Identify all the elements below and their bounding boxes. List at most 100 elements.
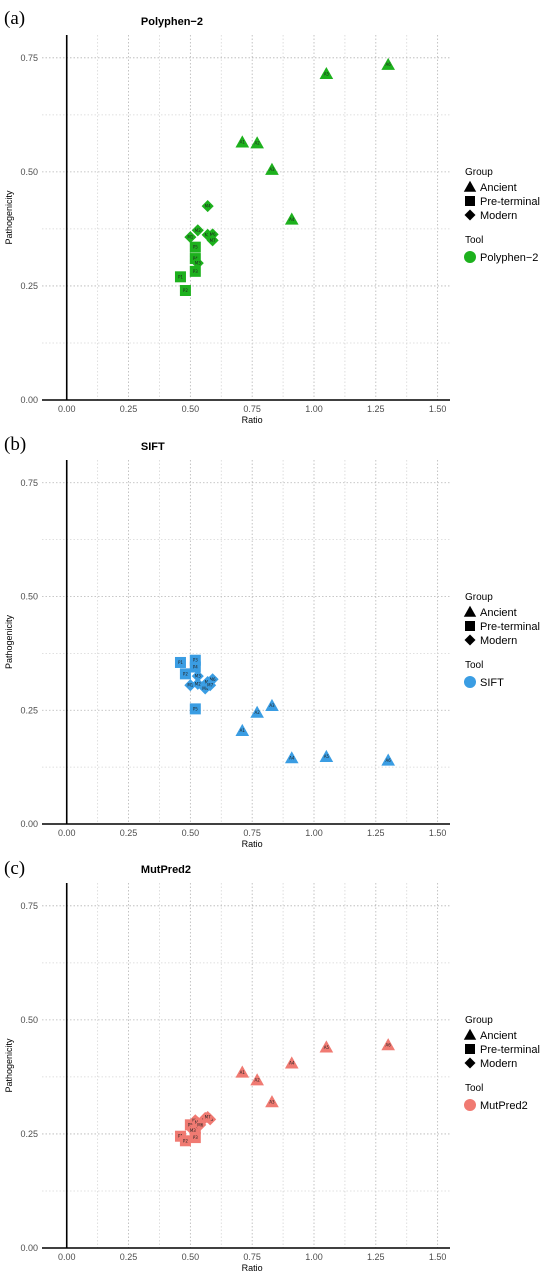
point-pre-terminal bbox=[189, 703, 201, 715]
x-tick-label: 1.25 bbox=[367, 1252, 385, 1262]
point-ancient bbox=[265, 698, 279, 711]
point-pre-terminal bbox=[179, 1135, 191, 1147]
point-pre-terminal bbox=[189, 654, 201, 666]
point-modern bbox=[204, 679, 217, 692]
y-tick-label: 0.75 bbox=[20, 901, 38, 911]
point-ancient bbox=[319, 1040, 334, 1053]
panel-b: (b) SIFT 0.00 0.25 0.50 0.75 1.00 1.25 1.50 0.00 0… bbox=[4, 434, 540, 849]
point-ancient bbox=[235, 723, 250, 737]
point-label: M2 bbox=[195, 681, 201, 686]
legend-group-title: Group bbox=[465, 592, 493, 603]
y-tick-label: 0.50 bbox=[20, 1015, 38, 1025]
point-modern bbox=[191, 224, 204, 237]
point-ancient bbox=[381, 753, 396, 766]
point-ancient bbox=[265, 162, 279, 175]
legend-key-tool bbox=[464, 251, 476, 263]
y-tick-label: 0.25 bbox=[20, 1129, 38, 1139]
gridlines bbox=[42, 35, 450, 401]
legend-key-pre-terminal bbox=[465, 196, 475, 206]
panel-c: (c) MutPred2 0.00 0.25 0.50 0.75 1.00 1.25 1.50 0… bbox=[4, 858, 540, 1273]
data-points: A1A2A3A4A5A6P1P2P3P4P5M1M2M3M4M5M6M7 bbox=[174, 654, 396, 766]
point-label: P4 bbox=[193, 665, 198, 670]
point-label: A4 bbox=[289, 1061, 295, 1066]
x-tick-label: 0.25 bbox=[120, 404, 138, 414]
point-label: A1 bbox=[240, 1070, 246, 1075]
point-label: M3 bbox=[190, 1128, 196, 1133]
legend-key-ancient bbox=[463, 1028, 477, 1040]
point-ancient bbox=[250, 705, 264, 718]
point-label: M4 bbox=[202, 686, 208, 691]
point-ancient bbox=[265, 1095, 279, 1108]
point-pre-terminal bbox=[179, 668, 191, 680]
y-tick-label: 0.00 bbox=[20, 1243, 38, 1253]
y-axis-label: Pathogenicity bbox=[4, 190, 14, 245]
y-tick-label: 0.00 bbox=[20, 819, 38, 829]
x-tick-label: 1.25 bbox=[367, 828, 385, 838]
point-label: A6 bbox=[386, 1042, 392, 1047]
panel-tag: (a) bbox=[4, 8, 25, 29]
point-label: M1 bbox=[187, 235, 193, 240]
point-label: A2 bbox=[254, 710, 260, 715]
point-label: P1 bbox=[178, 274, 183, 279]
point-label: M3 bbox=[195, 261, 201, 266]
point-modern bbox=[184, 231, 197, 244]
data-points: A1A2A3A4A5A6P1P2P3P4P5M1M2M3M4M5M6M7 bbox=[174, 57, 396, 296]
point-label: A4 bbox=[289, 217, 295, 222]
data-points: A1A2A3A4A5A6P1P2P3P4P5M1M2M3M4M5M6M7 bbox=[174, 1038, 396, 1147]
point-ancient bbox=[250, 1073, 264, 1086]
legend: Group Ancient Pre-terminal Modern Tool MutPre… bbox=[463, 1015, 540, 1112]
panel-tag: (c) bbox=[4, 858, 25, 879]
legend-label: Modern bbox=[480, 635, 517, 647]
point-modern bbox=[191, 677, 204, 690]
x-axis-label: Ratio bbox=[242, 415, 263, 425]
x-tick-label: 0.00 bbox=[58, 404, 76, 414]
point-ancient bbox=[284, 212, 299, 225]
point-label: M3 bbox=[195, 674, 201, 679]
point-label: M6 bbox=[210, 677, 216, 682]
x-tick-label: 0.50 bbox=[182, 1252, 200, 1262]
point-label: P5 bbox=[193, 706, 198, 711]
legend-label: Ancient bbox=[480, 607, 517, 619]
point-modern bbox=[184, 679, 197, 692]
y-axis-label: Pathogenicity bbox=[4, 614, 14, 669]
legend-tool-label: MutPred2 bbox=[480, 1100, 528, 1112]
point-ancient bbox=[250, 136, 264, 149]
point-label: M6 bbox=[197, 1122, 203, 1127]
panel-a: (a) Polyphen−2 0.00 0.25 0.50 0.75 1.00 1.25 1.5… bbox=[4, 8, 540, 425]
y-axis-label: Pathogenicity bbox=[4, 1038, 14, 1093]
legend-key-pre-terminal bbox=[465, 1044, 475, 1054]
x-tick-label: 0.75 bbox=[243, 404, 261, 414]
point-label: A4 bbox=[289, 756, 295, 761]
point-label: P5 bbox=[188, 1122, 193, 1127]
x-tick-label: 0.25 bbox=[120, 1252, 138, 1262]
point-label: P1 bbox=[178, 660, 183, 665]
point-pre-terminal bbox=[189, 661, 201, 673]
legend-label: Ancient bbox=[480, 182, 517, 194]
point-label: M7 bbox=[207, 683, 213, 688]
legend-tool-title: Tool bbox=[465, 660, 483, 671]
point-modern bbox=[201, 1111, 214, 1124]
point-label: A3 bbox=[269, 703, 275, 708]
point-label: M7 bbox=[210, 238, 216, 243]
legend-group-title: Group bbox=[465, 1015, 493, 1026]
point-pre-terminal bbox=[189, 1132, 201, 1144]
point-label: M1 bbox=[187, 683, 193, 688]
panel-tag: (b) bbox=[4, 434, 26, 455]
point-label: M7 bbox=[205, 1115, 211, 1120]
x-tick-label: 0.00 bbox=[58, 1252, 76, 1262]
y-tick-label: 0.50 bbox=[20, 167, 38, 177]
x-tick-label: 1.00 bbox=[305, 1252, 323, 1262]
legend-key-pre-terminal bbox=[465, 621, 475, 631]
x-tick-label: 1.00 bbox=[305, 404, 323, 414]
y-tick-label: 0.00 bbox=[20, 395, 38, 405]
x-tick-label: 1.00 bbox=[305, 828, 323, 838]
x-tick-label: 0.00 bbox=[58, 828, 76, 838]
gridlines bbox=[42, 883, 450, 1249]
x-tick-label: 1.50 bbox=[429, 828, 447, 838]
legend-label: Modern bbox=[480, 210, 517, 222]
legend-group-title: Group bbox=[465, 167, 493, 178]
point-ancient bbox=[284, 1056, 299, 1069]
point-label: P3 bbox=[193, 1135, 198, 1140]
point-pre-terminal bbox=[179, 285, 191, 296]
point-label: A5 bbox=[324, 754, 330, 759]
